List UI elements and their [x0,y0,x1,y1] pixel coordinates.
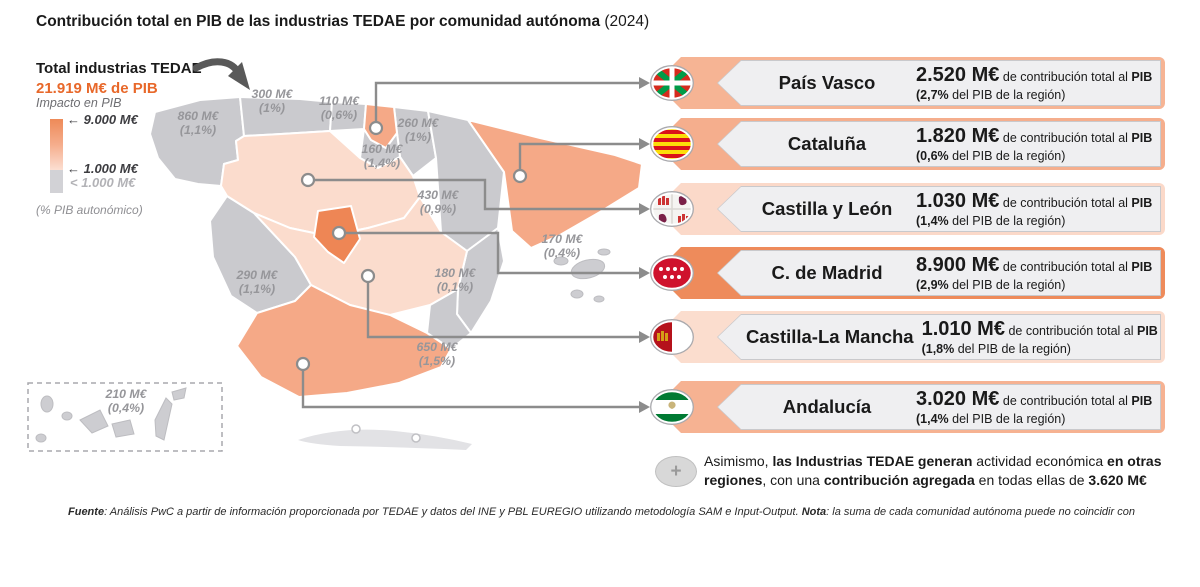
legend-tick-low: < 1.000 M€ [70,175,136,190]
callout-cataluna: Cataluña 1.820 M€ de contribución total … [650,118,1165,170]
region-stats: 1.010 M€ de contribución total al PIB (1… [921,317,1158,356]
total-industries-block: Total industrias TEDAE 21.919 M€ de PIB [36,59,202,100]
map-label: 290 M€ (1,1%) [236,268,278,296]
callout-box: País Vasco 2.520 M€ de contribución tota… [717,60,1161,106]
region-stats: 3.020 M€ de contribución total al PIB (1… [916,387,1153,426]
region-stats: 1.030 M€ de contribución total al PIB (1… [916,189,1153,228]
map-label: 170 M€ (0,4%) [541,232,583,260]
region-stats: 2.520 M€ de contribución total al PIB (2… [916,63,1153,102]
canary-islands [35,387,187,443]
region-name: Andalucía [782,396,872,417]
pais-vasco-flag-icon [650,65,694,101]
region-stats: 8.900 M€ de contribución total al PIB (2… [916,253,1153,292]
region-name: País Vasco [778,72,876,93]
south-coast [298,429,472,450]
melilla-marker [411,433,421,443]
region-stats: 1.820 M€ de contribución total al PIB (0… [916,124,1153,163]
castilla-leon-flag-icon [650,191,694,227]
region-name: Castilla-La Mancha [746,326,914,347]
map-label: 860 M€ (1,1%) [177,109,219,137]
region-name: Castilla y León [761,198,893,219]
legend-title: Impacto en PIB [36,96,122,110]
map-label: 180 M€ (0,1%) [434,266,476,294]
callout-box: Castilla y León 1.030 M€ de contribución… [717,186,1161,232]
callout-andalucia: Andalucía 3.020 M€ de contribución total… [650,381,1165,433]
plus-icon: + [655,456,697,487]
region-name: C. de Madrid [771,262,883,283]
map-label: 110 M€ (0,6%) [318,94,360,122]
connector-arrowheads [639,77,650,413]
title-year: (2024) [600,13,650,30]
callout-box: Andalucía 3.020 M€ de contribución total… [717,384,1161,430]
page-title: Contribución total en PIB de las industr… [36,13,649,31]
total-value: 21.919 M€ de PIB [36,80,158,98]
castilla-la-mancha-flag-icon [650,319,694,355]
map-label: 650 M€ (1,5%) [416,340,458,368]
region-andalucia [236,284,452,398]
map-label: 160 M€ (1,4%) [361,142,403,170]
andalucia-flag-icon [650,389,694,425]
region-name: Cataluña [787,133,867,154]
callout-pais-vasco: País Vasco 2.520 M€ de contribución tota… [650,57,1165,109]
legend-note: (% PIB autonómico) [36,203,143,217]
callout-castilla-la-mancha: Castilla-La Mancha 1.010 M€ de contribuc… [650,311,1165,363]
map-label: 300 M€ (1%) [251,87,293,115]
canary-box [27,382,223,452]
callout-castilla-leon: Castilla y León 1.030 M€ de contribución… [650,183,1165,235]
total-label: Total industrias TEDAE [36,60,202,77]
legend-tick-mid: ← 1.000 M€ [67,161,138,176]
callout-connectors [301,81,640,409]
ceuta-marker [351,424,361,434]
map-label: 210 M€ (0,4%) [105,387,147,415]
legend-tick-high: ← 9.000 M€ [67,112,138,127]
legend-gray-bar [50,170,63,193]
madrid-flag-icon [650,255,694,291]
title-text: Contribución total en PIB de las industr… [36,13,601,30]
other-regions-note: Asimismo, las Industrias TEDAE generan a… [704,453,1162,489]
map-label: 260 M€ (1%) [397,116,439,144]
callout-box: C. de Madrid 8.900 M€ de contribución to… [717,250,1161,296]
region-cataluna [467,119,643,249]
connector-dots [295,120,528,372]
map-label: 430 M€ (0,9%) [417,188,459,216]
source-footer: Fuente: Análisis PwC a partir de informa… [68,506,1135,518]
callout-box: Castilla-La Mancha 1.010 M€ de contribuc… [717,314,1161,360]
legend-gradient-bar [50,119,63,170]
cataluna-flag-icon [650,126,694,162]
callout-box: Cataluña 1.820 M€ de contribución total … [717,121,1161,167]
callout-madrid: C. de Madrid 8.900 M€ de contribución to… [650,247,1165,299]
total-arrow-icon [192,58,250,90]
